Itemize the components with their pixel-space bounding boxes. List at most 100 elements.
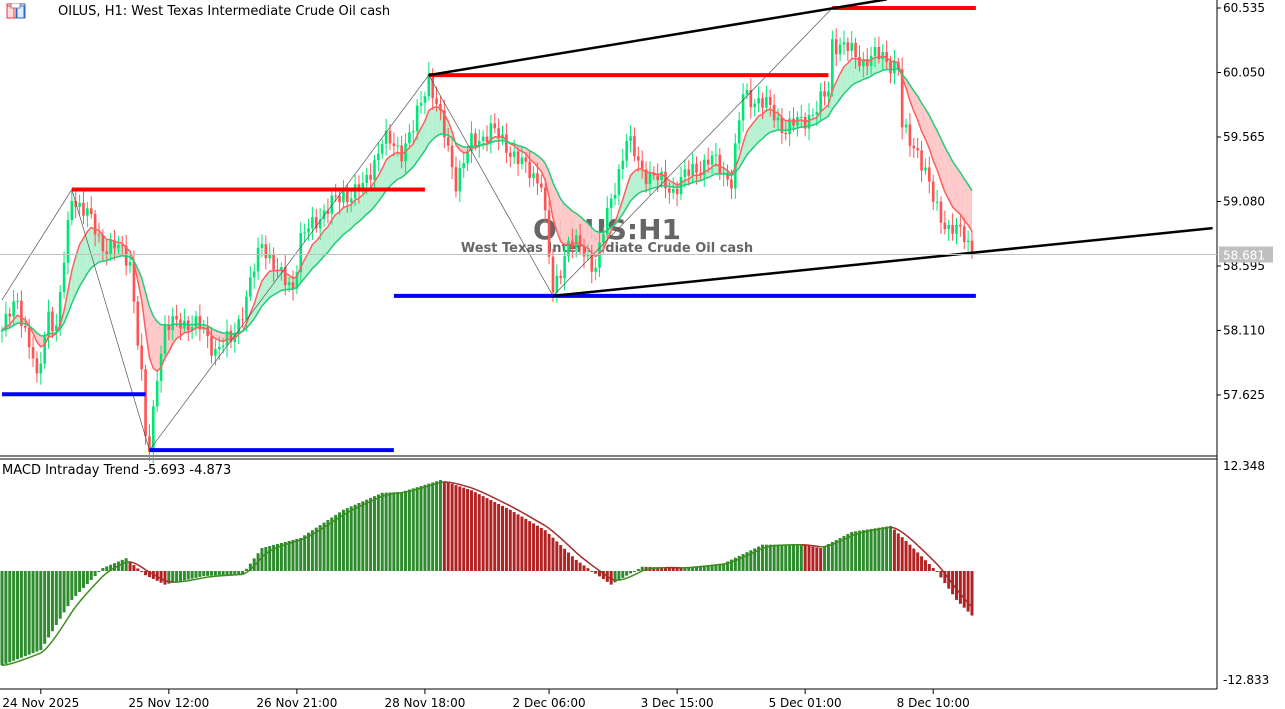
macd-bar xyxy=(190,571,194,579)
macd-signal-segment xyxy=(641,568,647,572)
macd-signal-segment xyxy=(335,516,340,521)
macd-bar xyxy=(58,571,62,619)
ma-cloud-segment xyxy=(254,291,259,319)
candle xyxy=(237,315,240,345)
ma-cloud-segment xyxy=(851,58,856,86)
candle-body xyxy=(435,98,438,104)
macd-bar xyxy=(574,559,578,571)
candle xyxy=(55,313,58,342)
candle xyxy=(311,206,314,240)
macd-bar xyxy=(365,499,369,571)
macd-bar xyxy=(39,571,43,651)
macd-bar xyxy=(279,542,283,571)
macd-bar xyxy=(927,564,931,571)
macd-signal-segment xyxy=(32,653,38,657)
candle-body xyxy=(446,137,450,146)
macd-signal-segment xyxy=(890,526,895,529)
candle-body xyxy=(47,311,50,337)
candle xyxy=(586,244,590,261)
candle xyxy=(303,223,306,243)
macd-bar xyxy=(598,571,602,577)
macd-bar xyxy=(772,544,776,571)
macd-signal-segment xyxy=(432,482,437,486)
macd-bar xyxy=(81,571,85,588)
candle-body xyxy=(221,345,225,348)
candle-body xyxy=(245,296,248,320)
candle-body xyxy=(314,217,318,229)
macd-bar xyxy=(566,552,570,571)
candle xyxy=(959,213,962,237)
macd-bar xyxy=(318,525,322,571)
candle xyxy=(307,218,310,241)
macd-bar xyxy=(334,514,338,571)
macd-signal-segment xyxy=(544,525,550,530)
macd-signal-segment xyxy=(521,511,527,516)
macd-bar xyxy=(799,544,803,571)
ma-cloud-segment xyxy=(762,110,767,139)
macd-signal-segment xyxy=(770,545,775,548)
macd-bar xyxy=(97,571,101,573)
macd-bar xyxy=(943,571,947,584)
candle-body xyxy=(730,179,733,189)
macd-bar xyxy=(326,520,330,571)
candle-body xyxy=(396,145,400,147)
ma-cloud-segment xyxy=(13,315,18,326)
candle xyxy=(144,364,147,445)
macd-bar xyxy=(722,563,726,571)
candle xyxy=(120,235,124,257)
macd-bar xyxy=(349,506,353,571)
candle xyxy=(493,113,497,134)
candle-body xyxy=(58,291,62,326)
ma-cloud-segment xyxy=(933,123,938,170)
macd-bar xyxy=(741,554,745,571)
ma-cloud-segment xyxy=(269,270,274,298)
ma-cloud-segment xyxy=(584,220,588,249)
candle-body xyxy=(415,105,419,132)
templates-icon[interactable] xyxy=(6,3,52,19)
ma-cloud-segment xyxy=(428,107,433,144)
candle-body xyxy=(586,254,590,257)
macd-bar xyxy=(524,518,528,571)
candle xyxy=(43,331,46,369)
macd-bar xyxy=(493,501,497,571)
macd-bar xyxy=(784,544,788,571)
ma-cloud-segment xyxy=(75,244,80,295)
macd-bar xyxy=(163,571,167,585)
macd-bar xyxy=(345,508,349,571)
candle-body xyxy=(307,228,310,233)
candle-body xyxy=(668,188,671,193)
candle xyxy=(361,172,365,197)
macd-bar xyxy=(861,530,865,571)
candle-body xyxy=(803,116,807,129)
candle-body xyxy=(772,104,776,121)
macd-bar xyxy=(753,548,757,571)
macd-signal-segment xyxy=(110,567,115,571)
candle-body xyxy=(656,175,660,181)
ma-cloud-segment xyxy=(409,143,414,171)
macd-bar xyxy=(850,531,854,571)
macd-signal-segment xyxy=(420,486,426,489)
macd-signal-segment xyxy=(191,578,197,581)
candle xyxy=(757,86,760,113)
macd-signal-segment xyxy=(199,576,204,580)
candle xyxy=(540,174,543,193)
macd-bar xyxy=(539,527,543,571)
candle-body xyxy=(443,110,446,138)
candle xyxy=(924,158,927,175)
ma-cloud-segment xyxy=(390,154,394,187)
candle xyxy=(198,304,202,342)
macd-bar xyxy=(776,544,780,571)
candle-body xyxy=(408,132,411,144)
candle-body xyxy=(31,347,35,359)
candle-body xyxy=(536,173,539,184)
candle xyxy=(136,296,140,350)
candle-body xyxy=(540,183,543,188)
candle xyxy=(644,161,648,193)
candle xyxy=(877,36,881,64)
candle-body xyxy=(873,47,877,56)
macd-bar xyxy=(687,567,691,571)
macd-bar xyxy=(535,525,539,571)
macd-signal-segment xyxy=(498,499,503,503)
candle-body xyxy=(920,150,923,171)
